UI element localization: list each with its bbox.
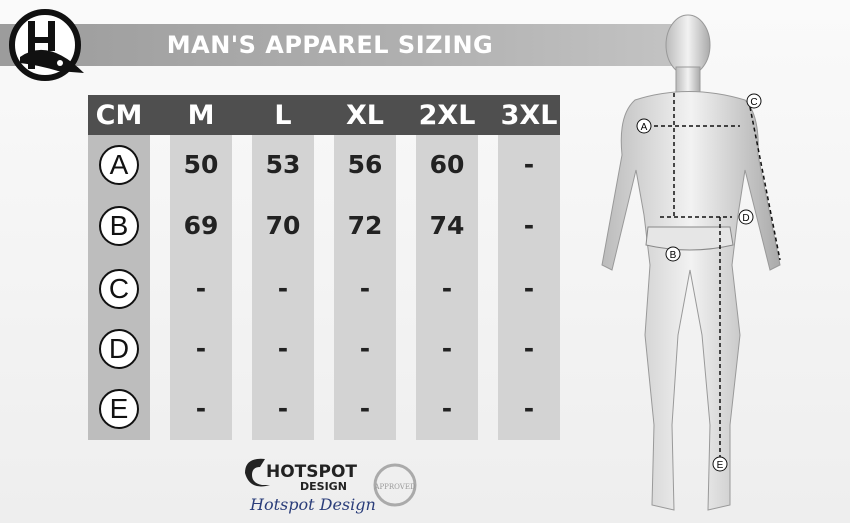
- table-column-bg: [498, 135, 560, 440]
- table-cell: -: [359, 334, 371, 363]
- table-cell: -: [359, 274, 371, 303]
- column-header: CM: [95, 100, 143, 131]
- marker-d: D: [742, 213, 749, 224]
- column-header: M: [187, 100, 215, 131]
- table-column-bg: [416, 135, 478, 440]
- table-cell: -: [523, 211, 535, 240]
- title-band: [0, 24, 690, 66]
- table-header: [88, 95, 560, 135]
- row-label-badge: C: [99, 269, 139, 309]
- table-column-bg: [170, 135, 232, 440]
- table-cell: -: [441, 334, 453, 363]
- table-cell: -: [195, 274, 207, 303]
- svg-text:DESIGN: DESIGN: [300, 480, 347, 493]
- table-cell: -: [523, 334, 535, 363]
- table-cell: -: [523, 150, 535, 179]
- table-cell: -: [359, 394, 371, 423]
- table-cell: -: [277, 394, 289, 423]
- table-cell: 69: [183, 211, 219, 240]
- column-header: XL: [345, 100, 385, 131]
- svg-text:HOTSPOT: HOTSPOT: [266, 462, 357, 482]
- hotspot-logo: [9, 9, 84, 81]
- marker-b: B: [670, 250, 677, 261]
- table-cell: -: [523, 274, 535, 303]
- table-cell: -: [277, 274, 289, 303]
- row-label-badge: D: [99, 329, 139, 369]
- row-label-badge: E: [99, 389, 139, 429]
- marker-c: C: [750, 97, 757, 108]
- column-header: L: [274, 100, 292, 131]
- table-cell: 74: [429, 211, 465, 240]
- row-label-badge: A: [99, 145, 139, 185]
- table-column-bg: [334, 135, 396, 440]
- table-cell: -: [195, 394, 207, 423]
- table-cell: -: [441, 394, 453, 423]
- table-cell: 70: [265, 211, 301, 240]
- svg-text:Hotspot Design: Hotspot Design: [249, 495, 376, 514]
- table-cell: -: [277, 334, 289, 363]
- table-cell: 60: [429, 150, 465, 179]
- hotspot-design-brand-logo: HOTSPOT DESIGN APPROVED Hotspot Design: [245, 458, 417, 514]
- marker-a: A: [641, 122, 648, 133]
- table-cell: 50: [183, 150, 219, 179]
- table-cell: 72: [347, 211, 383, 240]
- svg-text:APPROVED: APPROVED: [373, 483, 416, 491]
- table-column-bg: [252, 135, 314, 440]
- column-header: 3XL: [500, 100, 558, 131]
- row-label-badge: B: [99, 206, 139, 246]
- column-header: 2XL: [418, 100, 476, 131]
- table-cell: 56: [347, 150, 383, 179]
- table-cell: 53: [265, 150, 301, 179]
- marker-e: E: [717, 460, 724, 471]
- page-title: MAN'S APPAREL SIZING: [166, 31, 494, 59]
- table-cell: -: [441, 274, 453, 303]
- table-cell: -: [195, 334, 207, 363]
- body-measurement-figure: A B C D E: [601, 14, 781, 511]
- table-cell: -: [523, 394, 535, 423]
